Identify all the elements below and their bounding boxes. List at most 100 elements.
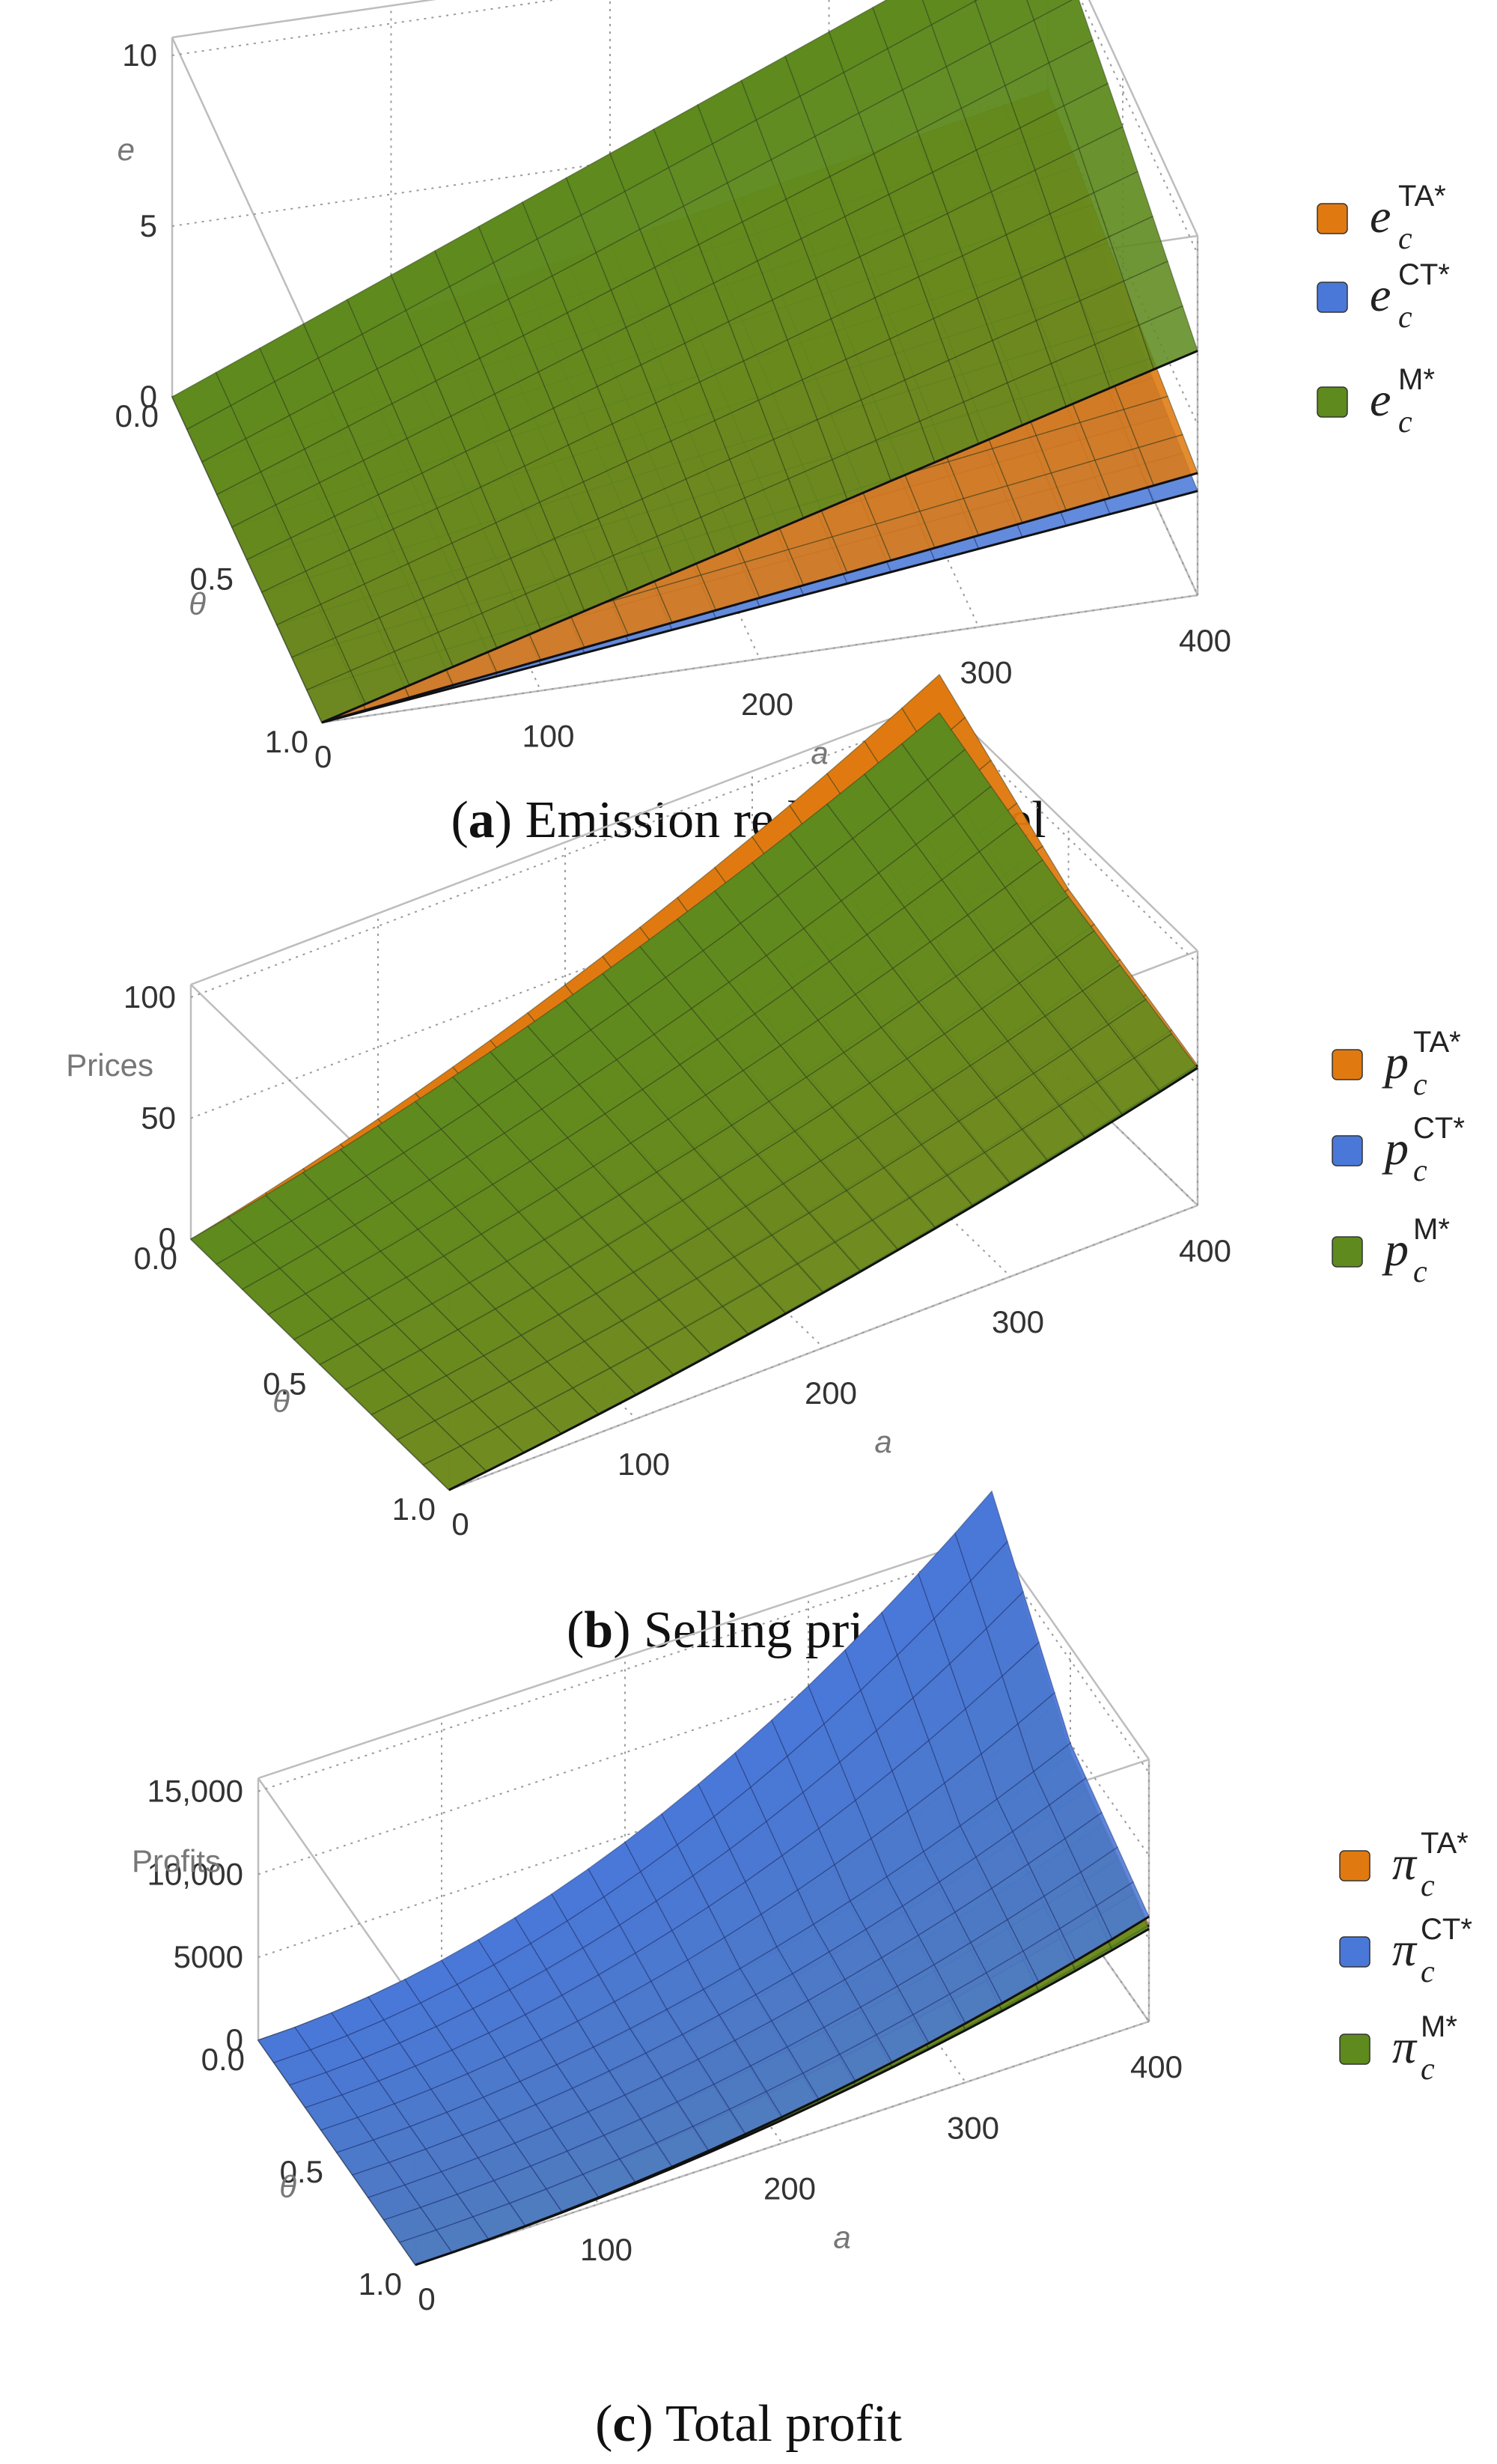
z-tick-label: 10 [122,37,157,73]
x-tick-label: 300 [992,1304,1044,1339]
x-tick-label: 100 [618,1447,670,1482]
legend-swatch [1317,203,1348,234]
legend-sup: TA* [1421,1827,1469,1860]
x-origin-label: 0 [418,2281,435,2317]
surfaces [171,0,1198,724]
legend-item-CT: π c CT* [1339,1913,1472,1989]
legend-sup: CT* [1413,1112,1465,1145]
legend-swatch [1339,1936,1371,1968]
caption-paren-open: ( [567,1601,584,1659]
legend-sup: M* [1421,2010,1457,2043]
legend-base: π [1392,1837,1418,1890]
z-tick-label: 100 [124,979,176,1015]
y-tick-label: 0.0 [201,2042,245,2077]
legend-item-CT: e c CT* [1317,258,1450,335]
y-tick-label: 0.5 [263,1366,306,1402]
box-edge [171,37,323,364]
legend: e cTA*e cCT*e cM* [1317,180,1450,439]
legend-sub: c [1413,1255,1427,1289]
legend-base: e [1370,189,1391,243]
y-tick-label: 1.0 [392,1491,436,1527]
z-tick-label: 0 [140,379,157,414]
x-tick-label: 200 [805,1375,857,1411]
surfaces [257,1490,1150,2266]
legend-sub: c [1421,1955,1435,1989]
legend-sup: CT* [1398,258,1450,291]
surface-M [171,0,1198,724]
legend-base: π [1392,2020,1418,2073]
box-edge [257,1533,993,1780]
z-tick-label: 5000 [174,1939,243,1974]
grid-line [448,1205,1198,1491]
x-tick-label: 400 [1179,623,1231,658]
grid-line [321,594,1198,723]
legend-base: e [1370,373,1391,426]
legend-base: p [1382,1035,1409,1089]
caption-text: Total profit [665,2395,902,2453]
legend-sub: c [1421,2052,1435,2087]
x-tick-label: 100 [580,2232,632,2267]
legend-sub: c [1413,1154,1427,1188]
x-tick-label: 400 [1130,2049,1183,2084]
z-tick-label: 0 [159,1221,176,1256]
x-tick-label: 200 [763,2171,816,2206]
legend-item-M: p c M* [1332,1213,1450,1289]
grid-line [190,712,940,998]
x-tick-label: 200 [741,687,793,722]
legend-sup: TA* [1413,1026,1461,1059]
legend-base: π [1392,1923,1418,1976]
legend-sub: c [1398,405,1412,439]
panel-caption: (c) Total profit [595,2395,902,2453]
surface-front-edge [448,1067,1198,1491]
legend-swatch [1339,2033,1371,2065]
box-edge [990,1534,1150,1760]
axis-labels: a θ Profits [132,1843,851,2255]
box-edge [171,0,436,39]
x-origin-label: 0 [314,739,332,774]
z-tick-label: 15,000 [147,1774,243,1809]
caption-paren-close: ) [635,2395,665,2453]
y-tick-label: 1.0 [359,2266,402,2302]
legend-sup: CT* [1421,1913,1472,1946]
surface-front-edge [321,350,1198,724]
legend-item-M: π c M* [1339,2010,1457,2087]
y-tick-label: 0.5 [190,562,234,597]
legend-item-M: e c M* [1317,363,1435,439]
x-tick-label: 300 [960,655,1012,690]
box-edge [939,699,1198,952]
legend-sup: TA* [1398,180,1446,213]
legend-base: e [1370,268,1391,321]
surface-front-edge [415,1915,1150,2266]
y-axis-label: θ [272,1384,290,1419]
surface-front-edge [321,490,1198,724]
box-edge [257,1777,417,2004]
x-origin-label: 0 [451,1506,469,1542]
legend-swatch [1332,1135,1363,1166]
legend-item-CT: p c CT* [1332,1112,1465,1188]
y-axis-label: θ [279,2169,296,2204]
legend-base: p [1382,1223,1409,1276]
axis-labels: a θ Prices [66,1047,891,1459]
legend-sub: c [1398,300,1412,335]
caption-paren-close: ) [495,791,525,849]
x-axis-label: a [833,2220,850,2255]
surface-CT [257,1490,1150,2266]
z-tick-label: 0 [226,2022,243,2057]
box-edge [1088,0,1199,237]
y-tick-label: 0.0 [134,1241,177,1276]
legend-item-TA: e c TA* [1317,180,1446,256]
legend-base: p [1382,1122,1409,1175]
caption-paren-open: ( [451,791,468,849]
grid-line [257,1547,993,1792]
surface-front-edge [321,472,1198,724]
legend: π cTA*π cCT*π cM* [1339,1827,1472,2087]
legend-swatch [1317,386,1348,418]
surface-cell [1026,0,1073,21]
y-tick-label: 0.0 [115,398,159,434]
